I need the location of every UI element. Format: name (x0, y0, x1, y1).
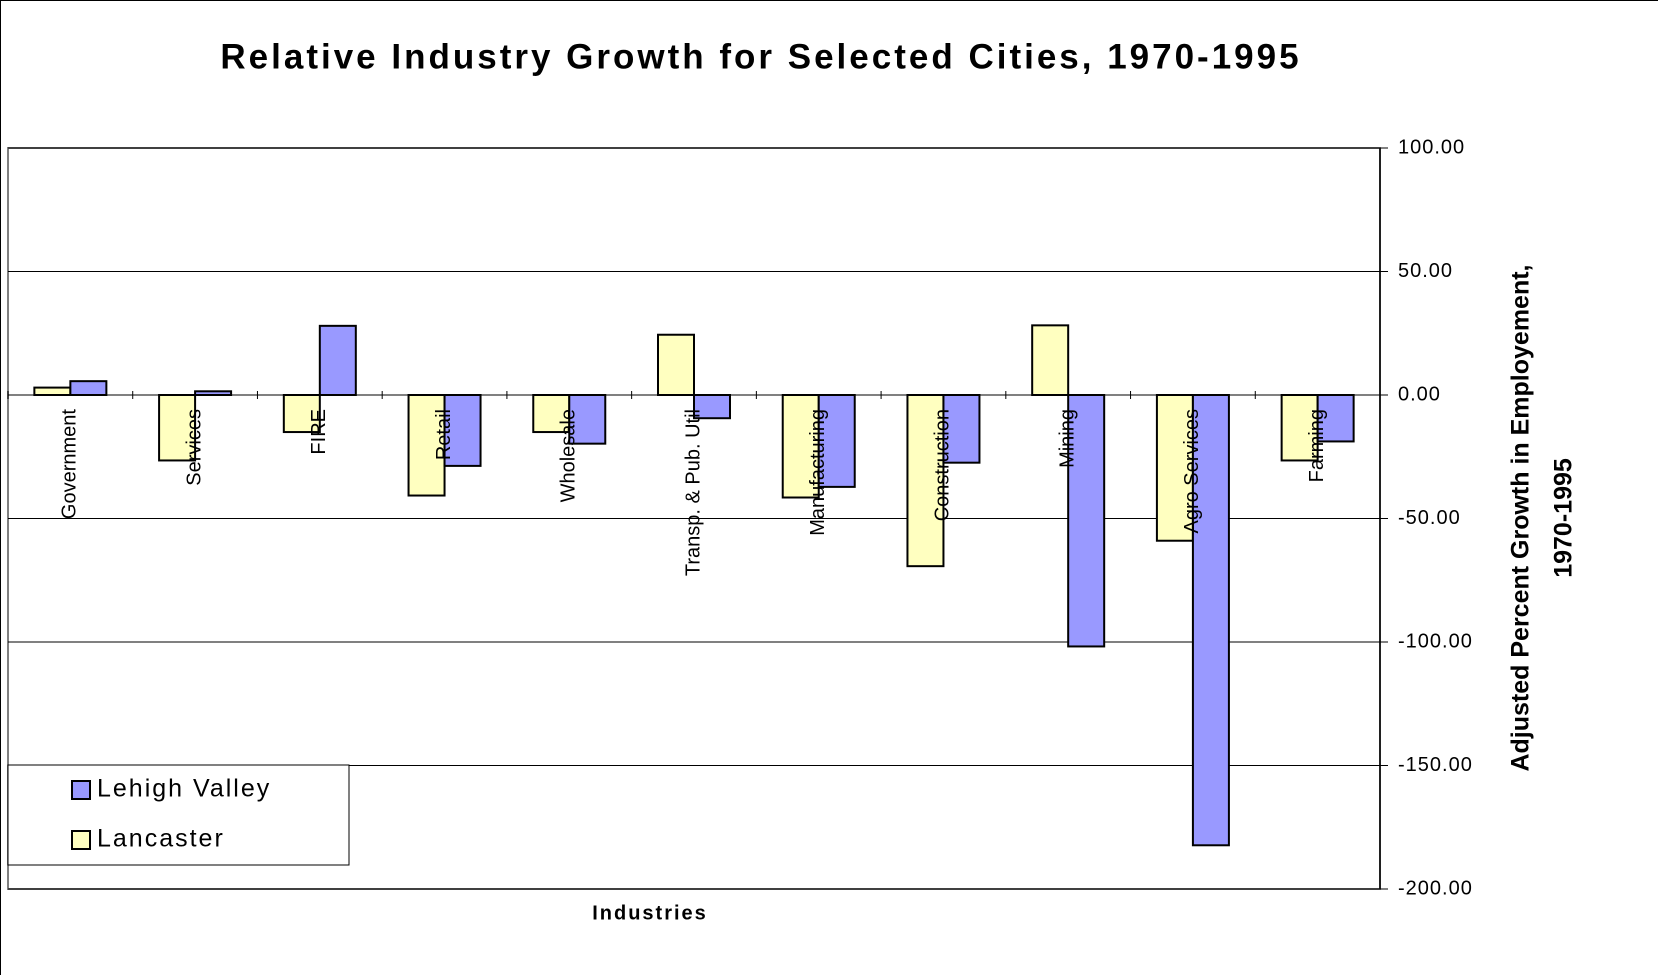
bar (657, 333, 695, 396)
x-tick-label: Services (183, 409, 205, 486)
bar (69, 380, 108, 396)
legend-label: Lehigh Valley (97, 775, 271, 803)
x-axis-label: Industries (592, 902, 708, 924)
y-tick-label: 100.00 (1398, 136, 1465, 158)
x-tick-label: Farming (1306, 409, 1328, 482)
y-tick-label: 0.00 (1398, 383, 1441, 405)
x-tick-label: Transp. & Pub. Util (682, 409, 704, 576)
x-tick-label: Construction (932, 409, 954, 521)
x-tick-label: Manufacturing (807, 409, 829, 536)
bar (1280, 394, 1319, 462)
bar (194, 390, 233, 397)
y-axis-label: Adjusted Percent Growth in Employement, (1507, 264, 1535, 771)
x-tick-label: FIRE (308, 409, 330, 455)
x-tick-label: Government (59, 409, 81, 519)
legend-swatch (71, 780, 91, 800)
legend-label: Lancaster (97, 825, 225, 853)
x-tick-label: Retail (433, 409, 455, 460)
y-tick-label: -150.00 (1398, 754, 1473, 776)
legend (7, 764, 350, 866)
y-axis-label: 1970-1995 (1550, 458, 1578, 578)
x-tick-label: Wholesale (558, 409, 580, 502)
bar (817, 394, 856, 488)
y-tick-label: -100.00 (1398, 630, 1473, 652)
y-tick-label: -50.00 (1398, 507, 1461, 529)
bar (443, 394, 482, 467)
y-tick-label: -200.00 (1398, 877, 1473, 899)
bar (1067, 394, 1106, 648)
bar (407, 394, 446, 497)
bar (318, 324, 357, 396)
legend-swatch (71, 830, 91, 850)
bar (1031, 324, 1070, 397)
bar (282, 394, 321, 434)
x-tick-label: Mining (1056, 409, 1078, 468)
y-tick-label: 50.00 (1398, 260, 1453, 282)
chart-title: Relative Industry Growth for Selected Ci… (220, 37, 1301, 76)
bar (33, 386, 72, 396)
bar (781, 394, 820, 499)
bar (532, 394, 571, 434)
x-tick-label: Agro Services (1181, 409, 1203, 534)
